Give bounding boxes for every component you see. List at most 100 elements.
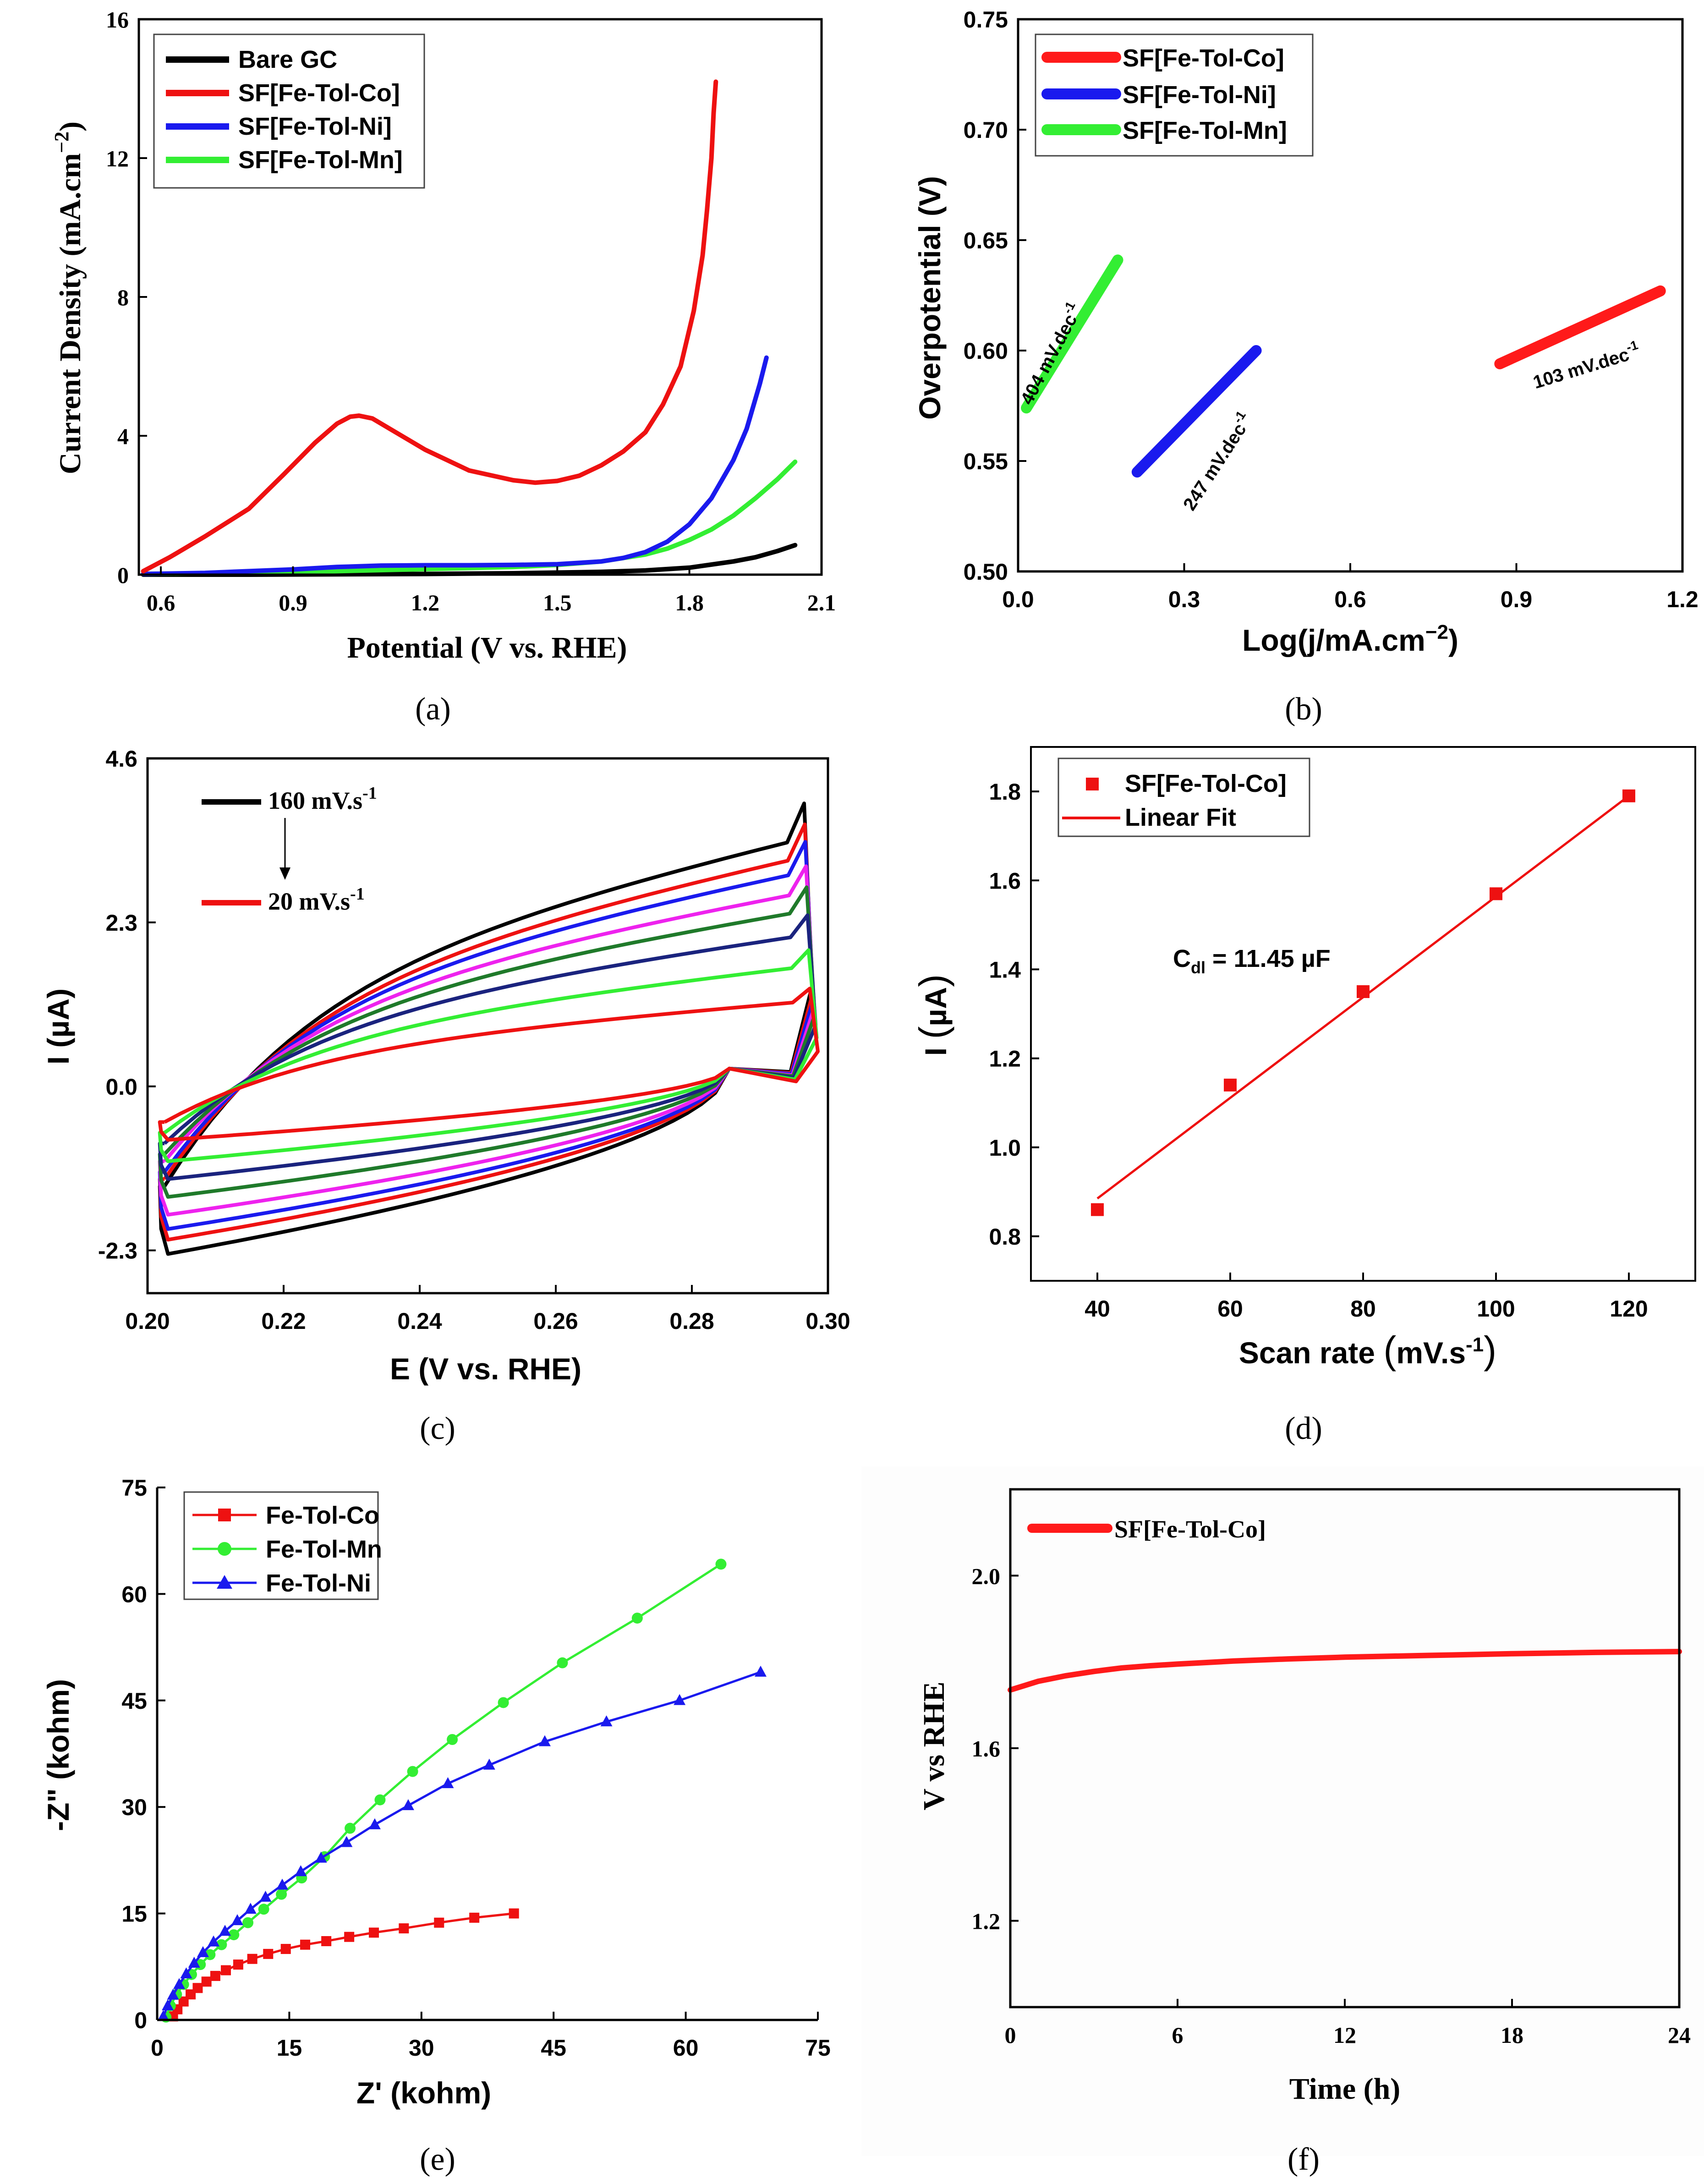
- panel-b-xlabel-main: Log(j/mA.cm: [1242, 623, 1425, 657]
- panel-d-ytick-label: 1.6: [989, 868, 1021, 894]
- panel-a-series-ni: [141, 355, 769, 576]
- panel-d-legend-marker: [1086, 778, 1099, 790]
- panel-d-ylabel-paren-open: (: [911, 1026, 954, 1039]
- panel-f-chart: 0 6 12 18 24 1.2 1.6 2.0 Time (h) V vs RHE SF[F…: [861, 1466, 1704, 2177]
- panel-a-chart: 0.6 0.9 1.2 1.5 1.8 2.1 0 4 8 12 16 Potential (V v…: [50, 7, 836, 727]
- panel-f-legend-label: SF[Fe-Tol-Co]: [1114, 1515, 1266, 1543]
- panel-b-series-co: [1494, 285, 1666, 369]
- panel-b-xtick-label: 0.9: [1501, 587, 1533, 612]
- panel-e-ytick-label: 15: [121, 1901, 147, 1927]
- panel-c-ylabel-close: ): [41, 988, 75, 999]
- panel-b-xlabel-sup: −2: [1425, 621, 1448, 643]
- panel-e-ytick-label: 0: [134, 2008, 147, 2033]
- panel-e-marker-ni: [315, 1851, 327, 1863]
- panel-d-point: [1224, 1078, 1237, 1092]
- panel-e-marker-ni: [180, 1967, 192, 1979]
- panel-d-caption: (d): [1285, 1411, 1322, 1446]
- panel-e-ytick-label: 30: [121, 1794, 147, 1820]
- panel-c-rate-annotation: 160 mV.s-1 20 mV.s-1: [202, 784, 377, 915]
- panel-e-xtick-label: 0: [151, 2035, 164, 2061]
- panel-f-legend: SF[Fe-Tol-Co]: [1027, 1515, 1266, 1543]
- panel-a-ylabel: Current Density (mA.cm−2): [50, 121, 87, 474]
- panel-b-chart: 0.0 0.3 0.6 0.9 1.20.500.550.600.650.700.75 …: [913, 7, 1699, 727]
- panel-e-legend-label-ni: Fe-Tol-Ni: [266, 1569, 371, 1597]
- panel-f-ytick-label: 2.0: [972, 1563, 1001, 1589]
- panel-c-arrow-head: [279, 867, 290, 880]
- panel-e-legend-marker-ni: [217, 1575, 232, 1589]
- panel-e-marker-mn: [258, 1904, 269, 1915]
- panel-b-xtick-label: 1.2: [1666, 587, 1699, 612]
- panel-d-xlabel-paren-close: ): [1484, 1328, 1496, 1372]
- panel-e-marker-ni: [167, 1988, 179, 2000]
- panel-d-point: [1357, 985, 1370, 998]
- panel-b-ytick-label: 0.55: [964, 449, 1008, 474]
- panel-e-legend: Fe-Tol-Co Fe-Tol-Mn Fe-Tol-Ni: [183, 1491, 382, 1600]
- panel-b-xlabel-close: ): [1448, 623, 1458, 657]
- panel-c-annot-20: 20 mV.s-1: [268, 884, 365, 915]
- panel-e-marker-ni: [276, 1878, 289, 1890]
- panel-f-xlabel: Time (h): [1289, 2072, 1401, 2106]
- panel-a-series-co: [141, 79, 718, 574]
- panel-e-marker-co: [233, 1959, 243, 1970]
- panel-e-xtick-label: 45: [541, 2035, 566, 2061]
- panel-e-marker-mn: [242, 1917, 254, 1928]
- panel-e-marker-ni: [483, 1758, 495, 1770]
- panel-a-xtick-label: 0.6: [147, 590, 175, 615]
- panel-e-marker-mn: [407, 1766, 418, 1777]
- panel-f-plot-data: [1008, 1649, 1682, 1693]
- panel-e-marker-co: [247, 1954, 258, 1964]
- panel-e-marker-ni: [674, 1694, 686, 1705]
- panel-e-marker-mn: [228, 1929, 240, 1941]
- panel-a-xtick-label: 0.9: [279, 590, 307, 615]
- panel-d-cdl-main: C: [1173, 945, 1191, 972]
- panel-e-marker-mn: [216, 1939, 227, 1950]
- panel-e-marker-co: [344, 1932, 355, 1942]
- panel-c-xtick-label: 0.28: [669, 1308, 714, 1334]
- panel-c-chart: 0.20 0.22 0.24 0.26 0.28 0.30 -2.3 0.0 2.3 4.6 E …: [41, 746, 850, 1446]
- panel-f-caption: (f): [1288, 2142, 1320, 2177]
- panel-d-xtick-label: 80: [1350, 1296, 1376, 1322]
- panel-a-legend-label-mn: SF[Fe-Tol-Mn]: [238, 146, 403, 174]
- panel-b-xtick-label: 0.3: [1168, 587, 1200, 612]
- panel-e-legend-marker-mn: [218, 1542, 231, 1556]
- panel-c-xtick-label: 0.20: [125, 1308, 170, 1334]
- panel-e-marker-mn: [715, 1558, 727, 1570]
- panel-d-xtick-label: 100: [1477, 1296, 1515, 1322]
- panel-b-ytick-label: 0.50: [964, 559, 1008, 585]
- panel-a-ylabel-sup: −2: [50, 132, 73, 153]
- panel-f-xtick-label: 6: [1172, 2022, 1183, 2048]
- panel-e-marker-ni: [368, 1818, 381, 1829]
- panel-e-marker-co: [368, 1927, 379, 1938]
- panel-c-xtick-label: 0.30: [805, 1308, 850, 1334]
- panel-c-ylabel-mu: µA: [41, 999, 75, 1038]
- panel-d-ylabel-paren-close: ): [911, 974, 954, 987]
- panel-e-marker-co: [321, 1936, 332, 1947]
- panel-e-marker-ni: [208, 1935, 220, 1947]
- panel-e-marker-ni: [259, 1890, 272, 1902]
- panel-d-ytick-label: 1.0: [989, 1135, 1021, 1161]
- panel-e-legend-label-mn: Fe-Tol-Mn: [266, 1536, 382, 1563]
- panel-c-ticks: 0.20 0.22 0.24 0.26 0.28 0.30 -2.3 0.0 2.3 4.6: [98, 746, 850, 1334]
- panel-e-marker-mn: [557, 1657, 568, 1668]
- panel-e-marker-ni: [295, 1865, 307, 1877]
- panel-e-marker-co: [263, 1948, 274, 1959]
- panel-d-cdl-rest: = 11.45 µF: [1205, 945, 1331, 972]
- panel-e-plot-data: [157, 1558, 767, 2023]
- panel-c-plot-data: [158, 801, 820, 1256]
- panel-e-ytick-label: 45: [121, 1688, 147, 1714]
- panel-a-caption: (a): [415, 691, 451, 727]
- panel-a-xtick-label: 2.1: [807, 590, 836, 615]
- panel-a-xtick-label: 1.5: [543, 590, 572, 615]
- panel-e-marker-ni: [402, 1799, 414, 1811]
- panel-a-series-mn: [141, 459, 798, 576]
- panel-b-caption: (b): [1285, 691, 1322, 727]
- panel-e-marker-ni: [219, 1925, 231, 1936]
- panel-f-series-co: [1008, 1649, 1682, 1693]
- panel-c-xlabel: E (V vs. RHE): [390, 1352, 581, 1386]
- panel-e-marker-mn: [204, 1949, 216, 1960]
- panel-e-chart: 0 15 30 45 60 75 0 15 30 45 60 75 Z' (kohm) -Z" (ko…: [41, 1475, 831, 2177]
- panel-a-ytick-label: 16: [106, 7, 129, 33]
- panel-f-ticks: 0 6 12 18 24 1.2 1.6 2.0: [972, 1563, 1691, 2048]
- panel-e-ylabel: -Z" (kohm): [41, 1679, 75, 1831]
